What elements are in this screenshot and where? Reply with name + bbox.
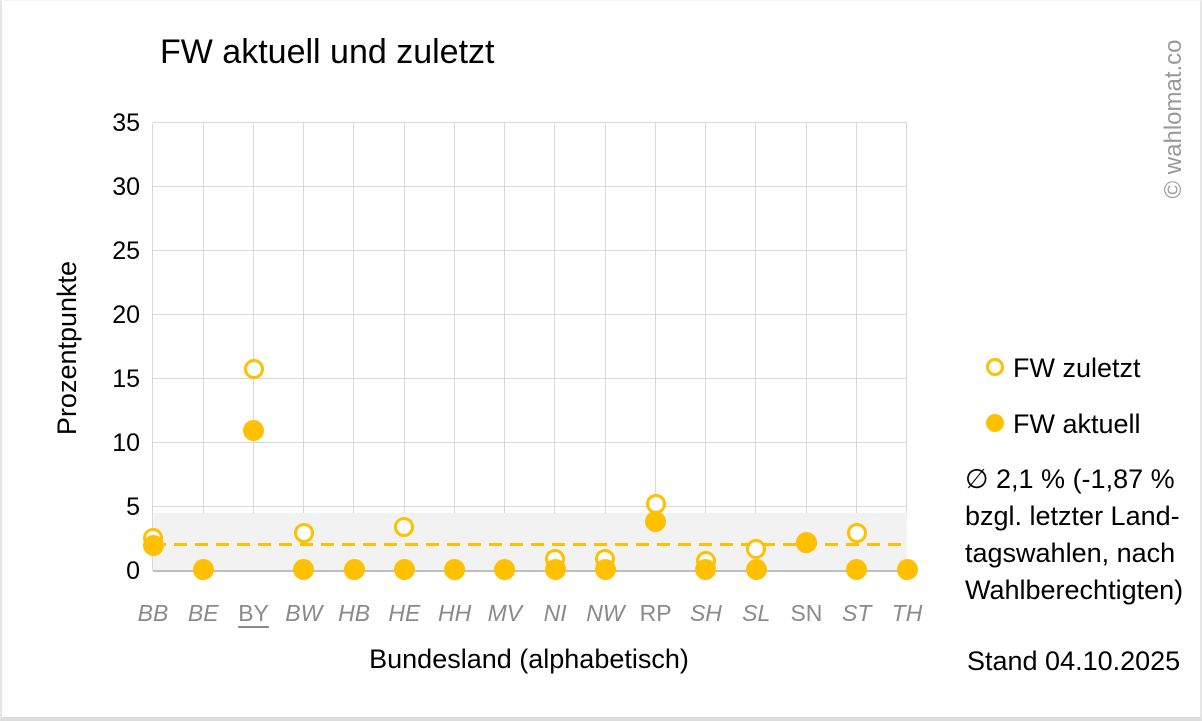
- point-aktuell-BB: [142, 534, 164, 556]
- legend-label-fw-aktuell: FW aktuell: [1013, 409, 1141, 439]
- gridline-vertical-BB: [152, 123, 154, 571]
- y-tick-label-10: 10: [112, 429, 140, 457]
- x-category-label-SN: SN: [790, 600, 823, 626]
- x-category-label-MV: MV: [487, 600, 523, 626]
- point-aktuell-BW: [293, 559, 315, 581]
- y-tick-label-15: 15: [112, 365, 140, 393]
- x-category-label-HB: HB: [338, 600, 371, 626]
- point-zuletzt-BW: [293, 522, 314, 543]
- point-aktuell-HE: [393, 559, 415, 581]
- x-category-label-RP: RP: [639, 600, 672, 626]
- gridline-vertical-SL: [755, 123, 757, 571]
- point-aktuell-RP: [645, 510, 667, 532]
- x-category-label-HH: HH: [437, 600, 472, 626]
- gridline-horizontal-15: [153, 378, 907, 380]
- x-axis-title: Bundesland (alphabetisch): [369, 644, 689, 674]
- mean-dashed-line: [153, 542, 907, 546]
- point-aktuell-SL: [745, 559, 767, 581]
- x-category-label-ST: ST: [842, 600, 872, 626]
- x-category-label-SH: SH: [689, 600, 722, 626]
- y-tick-label-35: 35: [112, 109, 140, 137]
- x-axis-line: [153, 569, 907, 572]
- point-aktuell-TH: [896, 559, 918, 581]
- point-zuletzt-HE: [394, 517, 415, 538]
- gridline-horizontal-20: [153, 314, 907, 316]
- point-zuletzt-BY: [243, 358, 264, 379]
- point-aktuell-HH: [444, 559, 466, 581]
- gridline-horizontal-10: [153, 442, 907, 444]
- gridline-vertical-HH: [453, 123, 455, 571]
- x-category-label-BB: BB: [137, 600, 169, 626]
- point-zuletzt-ST: [846, 522, 867, 543]
- x-category-label-BY: BY: [238, 600, 269, 626]
- legend-label-fw-zuletzt: FW zuletzt: [1013, 353, 1141, 383]
- y-tick-label-25: 25: [112, 237, 140, 265]
- x-category-label-NW: NW: [586, 600, 625, 626]
- x-category-label-TH: TH: [891, 600, 923, 626]
- point-aktuell-HB: [343, 559, 365, 581]
- chart-title: FW aktuell und zuletzt: [160, 33, 495, 71]
- gridline-vertical-BW: [303, 123, 305, 571]
- gridline-horizontal-30: [153, 186, 907, 188]
- legend-filled-circle-icon: [986, 414, 1004, 432]
- point-aktuell-NI: [544, 559, 566, 581]
- watermark: © wahlomat.co: [1160, 39, 1187, 199]
- annotation-line-3: tagswahlen, nach: [965, 538, 1176, 568]
- point-aktuell-NW: [594, 559, 616, 581]
- point-aktuell-SN: [795, 532, 817, 554]
- gridline-vertical-TH: [906, 123, 908, 571]
- point-aktuell-ST: [846, 559, 868, 581]
- point-aktuell-BE: [192, 559, 214, 581]
- plot-area: [142, 122, 918, 581]
- date-stamp: Stand 04.10.2025: [967, 646, 1181, 676]
- annotation-line-2: bzgl. letzter Land-: [965, 501, 1180, 531]
- point-zuletzt-SL: [746, 539, 767, 560]
- gridline-vertical-NW: [604, 123, 606, 571]
- y-tick-label-0: 0: [126, 557, 140, 585]
- threshold-band: [153, 513, 907, 571]
- x-category-label-BW: BW: [285, 600, 323, 626]
- gridline-vertical-BY: [252, 123, 254, 571]
- y-tick-label-30: 30: [112, 173, 140, 201]
- gridline-vertical-RP: [654, 123, 656, 571]
- gridline-vertical-MV: [504, 123, 506, 571]
- annotation-line-4: Wahlberechtigten): [965, 575, 1184, 605]
- gridline-vertical-ST: [855, 123, 857, 571]
- point-aktuell-BY: [243, 419, 265, 441]
- point-aktuell-MV: [494, 559, 516, 581]
- x-category-label-SL: SL: [742, 600, 771, 626]
- legend-open-circle-icon: [986, 358, 1004, 376]
- gridline-vertical-SN: [805, 123, 807, 571]
- gridline-horizontal-5: [153, 506, 907, 508]
- gridline-horizontal-25: [153, 250, 907, 252]
- gridline-vertical-BE: [202, 123, 204, 571]
- y-tick-label-5: 5: [126, 493, 140, 521]
- x-category-label-HE: HE: [388, 600, 421, 626]
- gridline-vertical-HE: [403, 123, 405, 571]
- gridline-vertical-SH: [705, 123, 707, 571]
- annotation-line-1: ∅ 2,1 % (-1,87 %: [965, 464, 1175, 494]
- gridline-vertical-NI: [554, 123, 556, 571]
- gridline-vertical-HB: [353, 123, 355, 571]
- y-tick-label-20: 20: [112, 301, 140, 329]
- point-aktuell-SH: [695, 559, 717, 581]
- x-category-label-NI: NI: [543, 600, 567, 626]
- x-category-label-BE: BE: [187, 600, 219, 626]
- gridline-horizontal-35: [153, 122, 907, 124]
